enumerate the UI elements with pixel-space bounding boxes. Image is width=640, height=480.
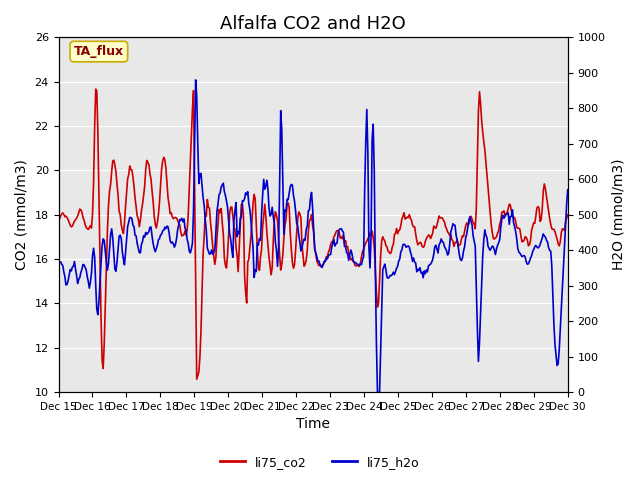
li75_co2 [92,86,100,92]
li75_co2 [271,209,279,215]
li75_h2o [271,220,278,226]
Legend: li75_co2, li75_h2o: li75_co2, li75_h2o [215,451,425,474]
Title: Alfalfa CO2 and H2O: Alfalfa CO2 and H2O [220,15,406,33]
li75_co2 [54,216,62,222]
li75_co2 [366,230,374,236]
Y-axis label: H2O (mmol/m3): H2O (mmol/m3) [611,159,625,270]
li75_h2o [340,244,348,250]
li75_h2o [431,244,438,250]
Text: TA_flux: TA_flux [74,45,124,58]
Line: li75_co2: li75_co2 [58,89,568,379]
li75_h2o [519,253,527,259]
X-axis label: Time: Time [296,418,330,432]
li75_co2 [564,212,572,217]
Y-axis label: CO2 (mmol/m3): CO2 (mmol/m3) [15,159,29,270]
li75_co2 [342,238,349,243]
li75_h2o [214,201,222,207]
li75_co2 [431,225,438,230]
li75_h2o [192,77,200,83]
li75_co2 [519,239,527,244]
li75_co2 [193,376,200,382]
Line: li75_h2o: li75_h2o [58,80,568,392]
li75_h2o [54,262,62,267]
li75_h2o [564,187,572,192]
li75_h2o [374,389,381,395]
li75_h2o [365,245,372,251]
li75_co2 [215,207,223,213]
